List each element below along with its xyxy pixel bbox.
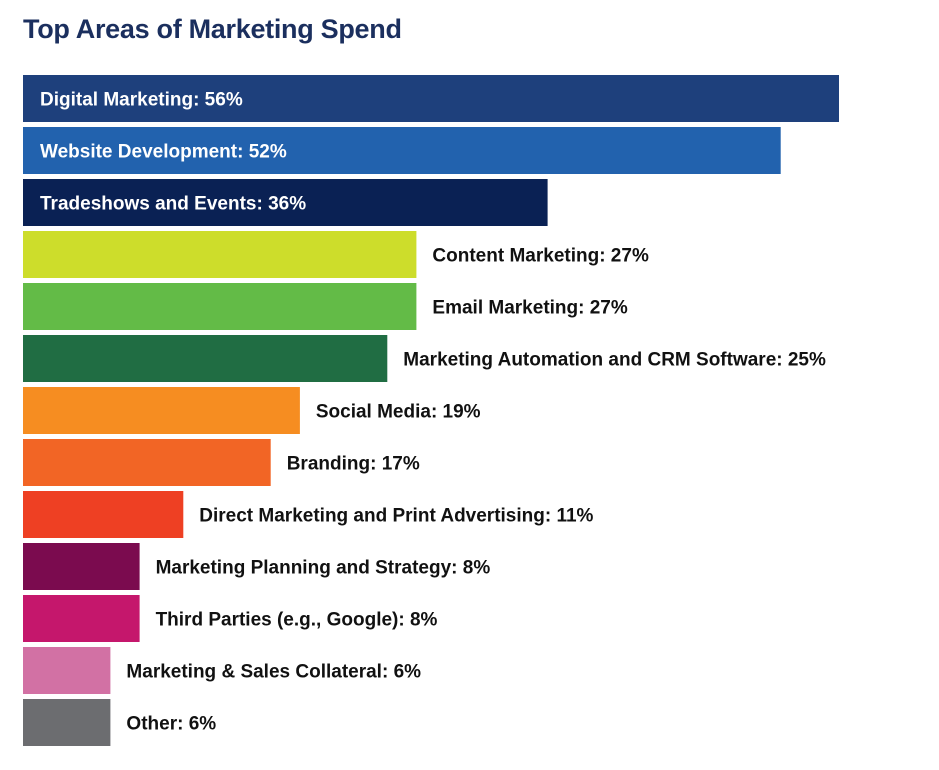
bar-label-5: Marketing Automation and CRM Software: 2… xyxy=(403,350,826,371)
bar-label-12: Other: 6% xyxy=(126,714,216,735)
bar-3 xyxy=(23,231,417,278)
bar-label-10: Third Parties (e.g., Google): 8% xyxy=(156,610,438,631)
bar-label-2: Tradeshows and Events: 36% xyxy=(40,194,306,215)
bar-11 xyxy=(23,647,111,694)
bar-7 xyxy=(23,439,271,486)
chart-title: Top Areas of Marketing Spend xyxy=(23,14,402,44)
bar-10 xyxy=(23,595,140,642)
bar-label-9: Marketing Planning and Strategy: 8% xyxy=(156,558,491,579)
bar-6 xyxy=(23,387,300,434)
bar-label-3: Content Marketing: 27% xyxy=(432,246,649,267)
bar-0 xyxy=(23,75,839,122)
bars-group xyxy=(23,75,839,746)
bar-8 xyxy=(23,491,184,538)
bar-4 xyxy=(23,283,417,330)
bar-label-4: Email Marketing: 27% xyxy=(432,298,627,319)
bar-1 xyxy=(23,127,781,174)
bar-label-11: Marketing & Sales Collateral: 6% xyxy=(126,662,421,683)
bar-label-6: Social Media: 19% xyxy=(316,402,481,423)
bar-label-7: Branding: 17% xyxy=(287,454,420,475)
bar-label-0: Digital Marketing: 56% xyxy=(40,90,243,111)
labels-group: Digital Marketing: 56% Website Developmen… xyxy=(40,90,826,735)
bar-9 xyxy=(23,543,140,590)
bar-label-8: Direct Marketing and Print Advertising: … xyxy=(199,506,593,527)
bar-label-1: Website Development: 52% xyxy=(40,142,287,163)
bar-5 xyxy=(23,335,388,382)
bar-2 xyxy=(23,179,548,226)
bar-12 xyxy=(23,699,111,746)
